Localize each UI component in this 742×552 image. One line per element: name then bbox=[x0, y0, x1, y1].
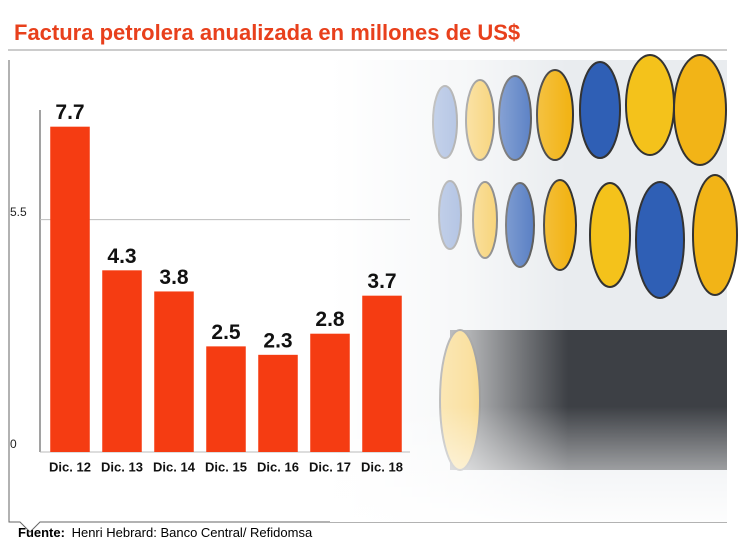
value-label: 3.8 bbox=[159, 266, 189, 289]
value-label: 2.3 bbox=[263, 329, 292, 352]
x-tick-label: Dic. 14 bbox=[153, 459, 196, 474]
bar bbox=[50, 126, 90, 453]
x-tick-label: Dic. 13 bbox=[101, 459, 143, 474]
value-label: 3.7 bbox=[367, 270, 396, 293]
source-text: Henri Hebrard: Banco Central/ Refidomsa bbox=[72, 525, 313, 540]
x-tick-label: Dic. 15 bbox=[205, 459, 247, 474]
x-tick-label: Dic. 17 bbox=[309, 459, 351, 474]
bar bbox=[362, 295, 402, 452]
bar bbox=[310, 333, 350, 452]
x-tick-label: Dic. 12 bbox=[49, 459, 91, 474]
value-label: 4.3 bbox=[107, 245, 136, 268]
bar bbox=[258, 354, 298, 452]
bar bbox=[154, 291, 194, 452]
frame bbox=[8, 60, 727, 533]
y-tick-label: 5.5 bbox=[10, 205, 27, 219]
x-tick-label: Dic. 18 bbox=[361, 459, 403, 474]
value-label: 7.7 bbox=[55, 101, 84, 124]
x-tick-label: Dic. 16 bbox=[257, 459, 299, 474]
chart-title: Factura petrolera anualizada en millones… bbox=[14, 20, 520, 45]
bar bbox=[206, 346, 246, 452]
bar bbox=[102, 270, 142, 452]
barrels-photo bbox=[330, 54, 738, 522]
y-tick-label: 0 bbox=[10, 437, 17, 451]
source: Fuente: Henri Hebrard: Banco Central/ Re… bbox=[18, 525, 313, 540]
source-label: Fuente: bbox=[18, 525, 65, 540]
value-label: 2.5 bbox=[211, 321, 241, 344]
value-label: 2.8 bbox=[315, 308, 345, 331]
